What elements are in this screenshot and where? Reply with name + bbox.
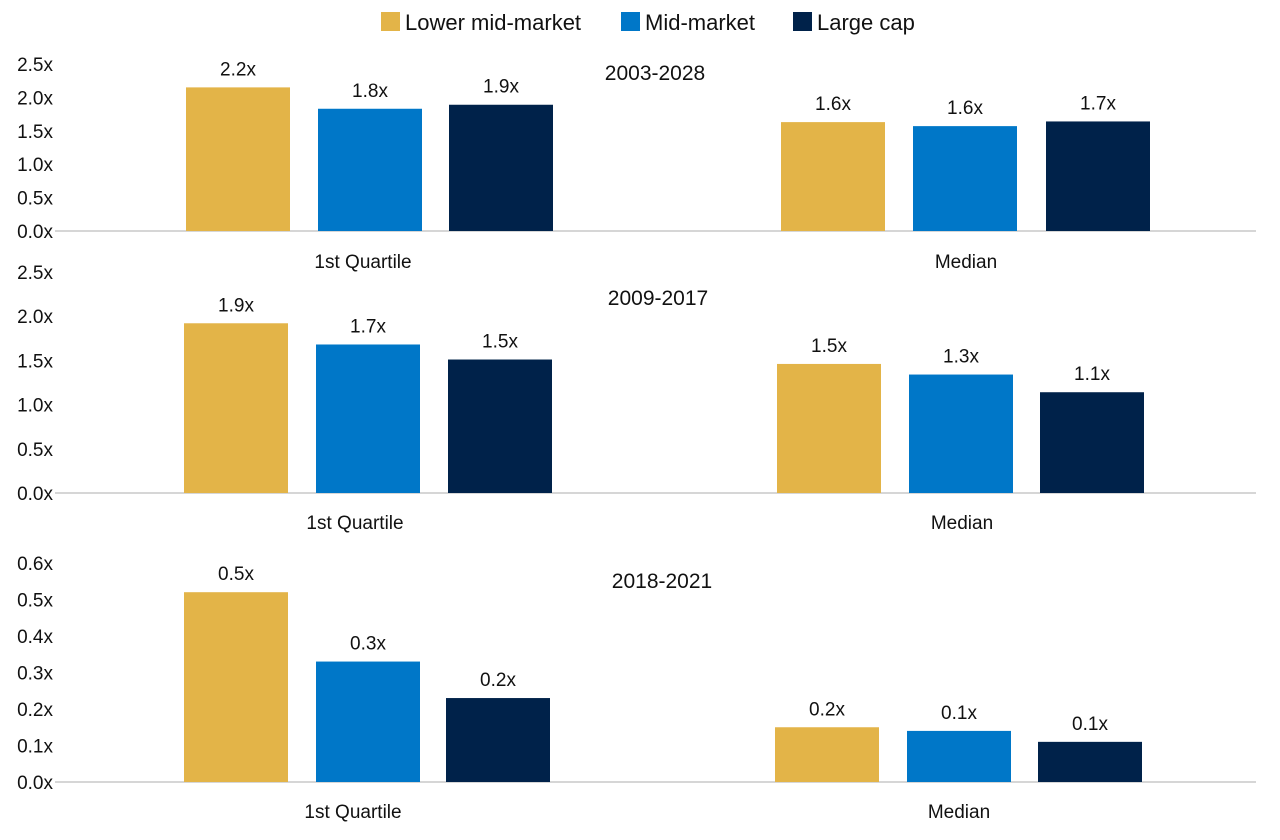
y-tick-label: 0.4x bbox=[17, 627, 53, 648]
bar-lower-mid-market-median bbox=[781, 122, 885, 231]
category-label-1st-quartile: 1st Quartile bbox=[306, 513, 403, 534]
bar-large-cap-1st-quartile bbox=[446, 698, 550, 782]
data-label: 2.2x bbox=[220, 59, 256, 80]
y-tick-label: 1.5x bbox=[17, 122, 53, 143]
y-tick-label: 0.3x bbox=[17, 664, 53, 685]
data-label: 0.5x bbox=[218, 564, 254, 585]
bar-mid-market-1st-quartile bbox=[316, 661, 420, 782]
bar-lower-mid-market-1st-quartile bbox=[184, 592, 288, 782]
bar-mid-market-median bbox=[909, 374, 1013, 493]
category-label-1st-quartile: 1st Quartile bbox=[304, 802, 401, 823]
y-tick-label: 2.5x bbox=[17, 55, 53, 76]
bar-mid-market-1st-quartile bbox=[318, 108, 422, 231]
category-label-median: Median bbox=[931, 513, 993, 534]
data-label: 1.9x bbox=[218, 295, 254, 316]
data-label: 1.9x bbox=[483, 77, 519, 98]
data-label: 1.6x bbox=[947, 98, 983, 119]
data-label: 1.3x bbox=[943, 347, 979, 368]
legend-label-mid-market: Mid-market bbox=[645, 10, 755, 35]
data-label: 1.7x bbox=[350, 316, 386, 337]
y-tick-label: 1.0x bbox=[17, 396, 53, 417]
bar-large-cap-median bbox=[1038, 741, 1142, 782]
chart-panels: 0.0x 0.5x 1.0x 1.5x 2.0x 2.5x 2003-2028 2.2x 1.8… bbox=[17, 55, 1256, 823]
bar-large-cap-median bbox=[1040, 392, 1144, 493]
bar-mid-market-median bbox=[913, 126, 1017, 231]
bar-lower-mid-market-median bbox=[777, 363, 881, 493]
y-tick-label: 0.2x bbox=[17, 700, 53, 721]
y-tick-label: 0.5x bbox=[17, 189, 53, 210]
bar-lower-mid-market-1st-quartile bbox=[186, 87, 290, 231]
y-tick-label: 1.0x bbox=[17, 155, 53, 176]
data-label: 0.1x bbox=[1072, 714, 1108, 735]
y-tick-label: 0.0x bbox=[17, 222, 53, 243]
legend-label-lower-mid-market: Lower mid-market bbox=[405, 10, 581, 35]
y-tick-label: 0.5x bbox=[17, 440, 53, 461]
panel-title: 2003-2028 bbox=[605, 62, 705, 85]
y-tick-label: 0.6x bbox=[17, 554, 53, 575]
data-label: 0.1x bbox=[941, 703, 977, 724]
y-tick-label: 0.1x bbox=[17, 737, 53, 758]
legend-swatch-lower-mid-market bbox=[381, 12, 400, 31]
bar-large-cap-1st-quartile bbox=[449, 104, 553, 231]
y-tick-label: 2.0x bbox=[17, 88, 53, 109]
legend-swatch-large-cap bbox=[793, 12, 812, 31]
data-label: 1.6x bbox=[815, 94, 851, 115]
data-label: 1.1x bbox=[1074, 364, 1110, 385]
category-label-median: Median bbox=[935, 252, 997, 273]
y-tick-label: 0.0x bbox=[17, 773, 53, 794]
bar-large-cap-1st-quartile bbox=[448, 359, 552, 493]
category-label-1st-quartile: 1st Quartile bbox=[314, 252, 411, 273]
data-label: 1.5x bbox=[482, 332, 518, 353]
data-label: 1.8x bbox=[352, 81, 388, 102]
y-tick-label: 2.0x bbox=[17, 307, 53, 328]
bar-lower-mid-market-1st-quartile bbox=[184, 323, 288, 493]
bar-mid-market-1st-quartile bbox=[316, 344, 420, 493]
data-label: 0.2x bbox=[480, 670, 516, 691]
chart-panel-2003-2028: 0.0x 0.5x 1.0x 1.5x 2.0x 2.5x 2003-2028 2.2x 1.8… bbox=[17, 55, 1256, 273]
legend: Lower mid-market Mid-market Large cap bbox=[381, 10, 915, 35]
y-tick-label: 2.5x bbox=[17, 263, 53, 284]
panel-title: 2009-2017 bbox=[608, 287, 708, 310]
category-label-median: Median bbox=[928, 802, 990, 823]
chart-panel-2018-2021: 0.0x 0.1x 0.2x 0.3x 0.4x 0.5x 0.6x 2018-2021 0.5… bbox=[17, 554, 1256, 823]
bar-lower-mid-market-median bbox=[775, 727, 879, 782]
data-label: 0.3x bbox=[350, 634, 386, 655]
chart-panel-2009-2017: 0.0x 0.5x 1.0x 1.5x 2.0x 2.5x 2009-2017 1.9x 1.7… bbox=[17, 263, 1256, 534]
panel-title: 2018-2021 bbox=[612, 570, 712, 593]
bar-mid-market-median bbox=[907, 730, 1011, 782]
legend-swatch-mid-market bbox=[621, 12, 640, 31]
data-label: 1.7x bbox=[1080, 93, 1116, 114]
y-tick-label: 0.0x bbox=[17, 484, 53, 505]
y-tick-label: 1.5x bbox=[17, 351, 53, 372]
legend-label-large-cap: Large cap bbox=[817, 10, 915, 35]
y-tick-label: 0.5x bbox=[17, 591, 53, 612]
data-label: 0.2x bbox=[809, 699, 845, 720]
data-label: 1.5x bbox=[811, 336, 847, 357]
bar-large-cap-median bbox=[1046, 121, 1150, 231]
